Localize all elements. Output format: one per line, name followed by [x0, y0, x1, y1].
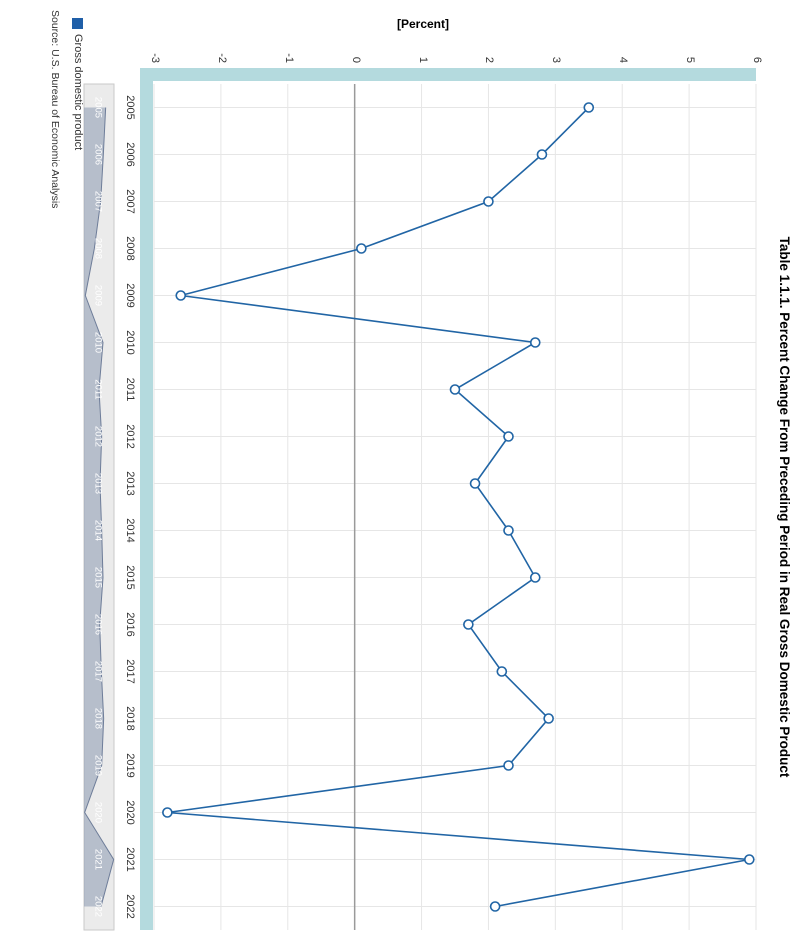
- data-point-2006[interactable]: [536, 149, 548, 160]
- data-point-2013[interactable]: [469, 478, 481, 489]
- data-point-2009[interactable]: [175, 290, 187, 301]
- data-point-2021[interactable]: [744, 854, 755, 865]
- data-point-2015[interactable]: [529, 572, 541, 583]
- data-point-2014[interactable]: [503, 525, 514, 536]
- navigator-year-label-2018: 2018: [93, 708, 104, 729]
- navigator-year-label-2016: 2016: [93, 614, 104, 635]
- navigator-year-label-2010: 2010: [93, 332, 104, 353]
- data-point-2011[interactable]: [449, 384, 461, 395]
- navigator-year-label-2020: 2020: [93, 802, 104, 823]
- data-point-2012[interactable]: [503, 431, 514, 442]
- data-point-2017[interactable]: [496, 666, 508, 677]
- navigator-year-label-2013: 2013: [93, 473, 104, 494]
- data-point-2016[interactable]: [463, 619, 474, 630]
- navigator-year-label-2015: 2015: [93, 567, 104, 588]
- data-point-2019[interactable]: [503, 760, 514, 771]
- legend-label: Gross domestic product: [72, 34, 84, 151]
- data-point-2007[interactable]: [483, 196, 494, 207]
- data-point-2008[interactable]: [356, 243, 367, 254]
- data-point-2018[interactable]: [543, 713, 554, 724]
- legend-item-gdp[interactable]: Gross domestic product: [72, 18, 84, 150]
- data-point-2010[interactable]: [529, 337, 541, 348]
- navigator-year-label-2017: 2017: [93, 661, 104, 682]
- data-point-2005[interactable]: [583, 102, 595, 113]
- navigator-year-label-2021: 2021: [93, 849, 104, 870]
- source-note: Source: U.S. Bureau of Economic Analysis: [49, 10, 61, 209]
- navigator-year-label-2012: 2012: [93, 426, 104, 447]
- navigator-year-label-2022: 2022: [93, 896, 104, 917]
- data-point-2022[interactable]: [489, 901, 501, 912]
- navigator-year-label-2014: 2014: [93, 520, 104, 541]
- navigator-year-label-2009: 2009: [93, 285, 104, 306]
- data-point-2020[interactable]: [162, 807, 173, 818]
- legend-swatch: [72, 18, 84, 29]
- navigator-year-label-2006: 2006: [93, 144, 104, 165]
- navigator-year-label-2019: 2019: [93, 755, 104, 776]
- series-line-gdp: [167, 106, 750, 908]
- navigator-line: [84, 107, 115, 907]
- navigator-area: [84, 107, 114, 907]
- navigator-year-label-2007: 2007: [93, 191, 104, 212]
- navigator-year-label-2011: 2011: [93, 379, 104, 399]
- navigator-year-label-2005: 2005: [93, 97, 104, 118]
- navigator-year-label-2008: 2008: [93, 238, 104, 259]
